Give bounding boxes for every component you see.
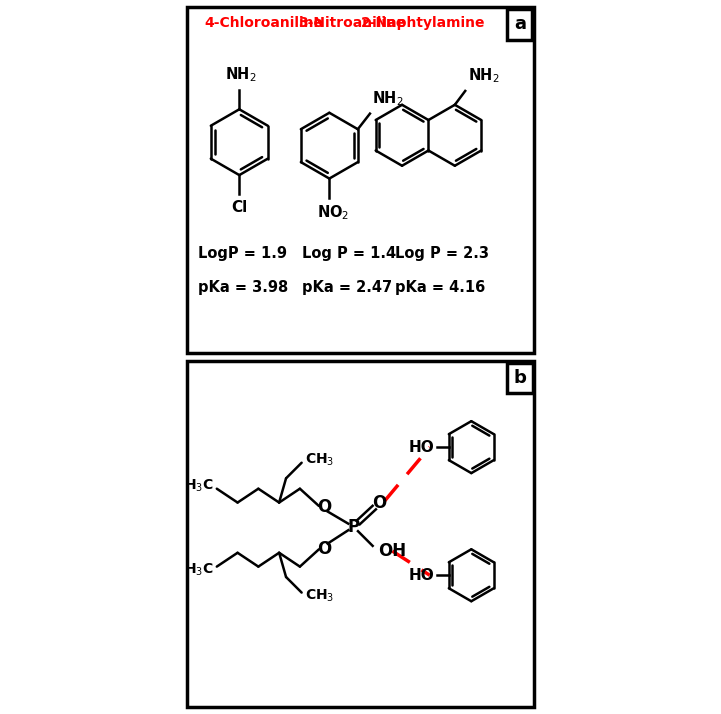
Text: 2-Naphtylamine: 2-Naphtylamine — [360, 16, 485, 30]
Text: Log P = 2.3: Log P = 2.3 — [395, 246, 489, 261]
Text: OH: OH — [378, 542, 406, 560]
Text: pKa = 4.16: pKa = 4.16 — [395, 280, 485, 295]
Text: pKa = 3.98: pKa = 3.98 — [198, 280, 288, 295]
Text: O: O — [317, 498, 331, 516]
Text: HO: HO — [409, 568, 434, 583]
Text: 4-Chloroaniline: 4-Chloroaniline — [205, 16, 324, 30]
Text: Log P = 1.4: Log P = 1.4 — [301, 246, 396, 261]
Text: CH$_3$: CH$_3$ — [305, 587, 335, 603]
Text: O: O — [317, 540, 331, 558]
Text: LogP = 1.9: LogP = 1.9 — [198, 246, 287, 261]
Text: NH$_2$: NH$_2$ — [372, 89, 404, 108]
Text: O: O — [373, 493, 386, 511]
Text: HO: HO — [409, 440, 434, 455]
Text: pKa = 2.47: pKa = 2.47 — [301, 280, 392, 295]
Text: NH$_2$: NH$_2$ — [468, 66, 500, 85]
Text: NO$_2$: NO$_2$ — [317, 203, 349, 222]
Text: 3-Nitroaniline: 3-Nitroaniline — [298, 16, 405, 30]
Text: b: b — [513, 369, 526, 387]
Text: NH$_2$: NH$_2$ — [225, 66, 257, 84]
Text: P: P — [348, 518, 360, 536]
Text: H$_3$C: H$_3$C — [185, 478, 214, 494]
Text: H$_3$C: H$_3$C — [185, 561, 214, 578]
Text: CH$_3$: CH$_3$ — [305, 452, 335, 468]
Text: a: a — [514, 16, 526, 34]
Text: Cl: Cl — [231, 200, 247, 215]
